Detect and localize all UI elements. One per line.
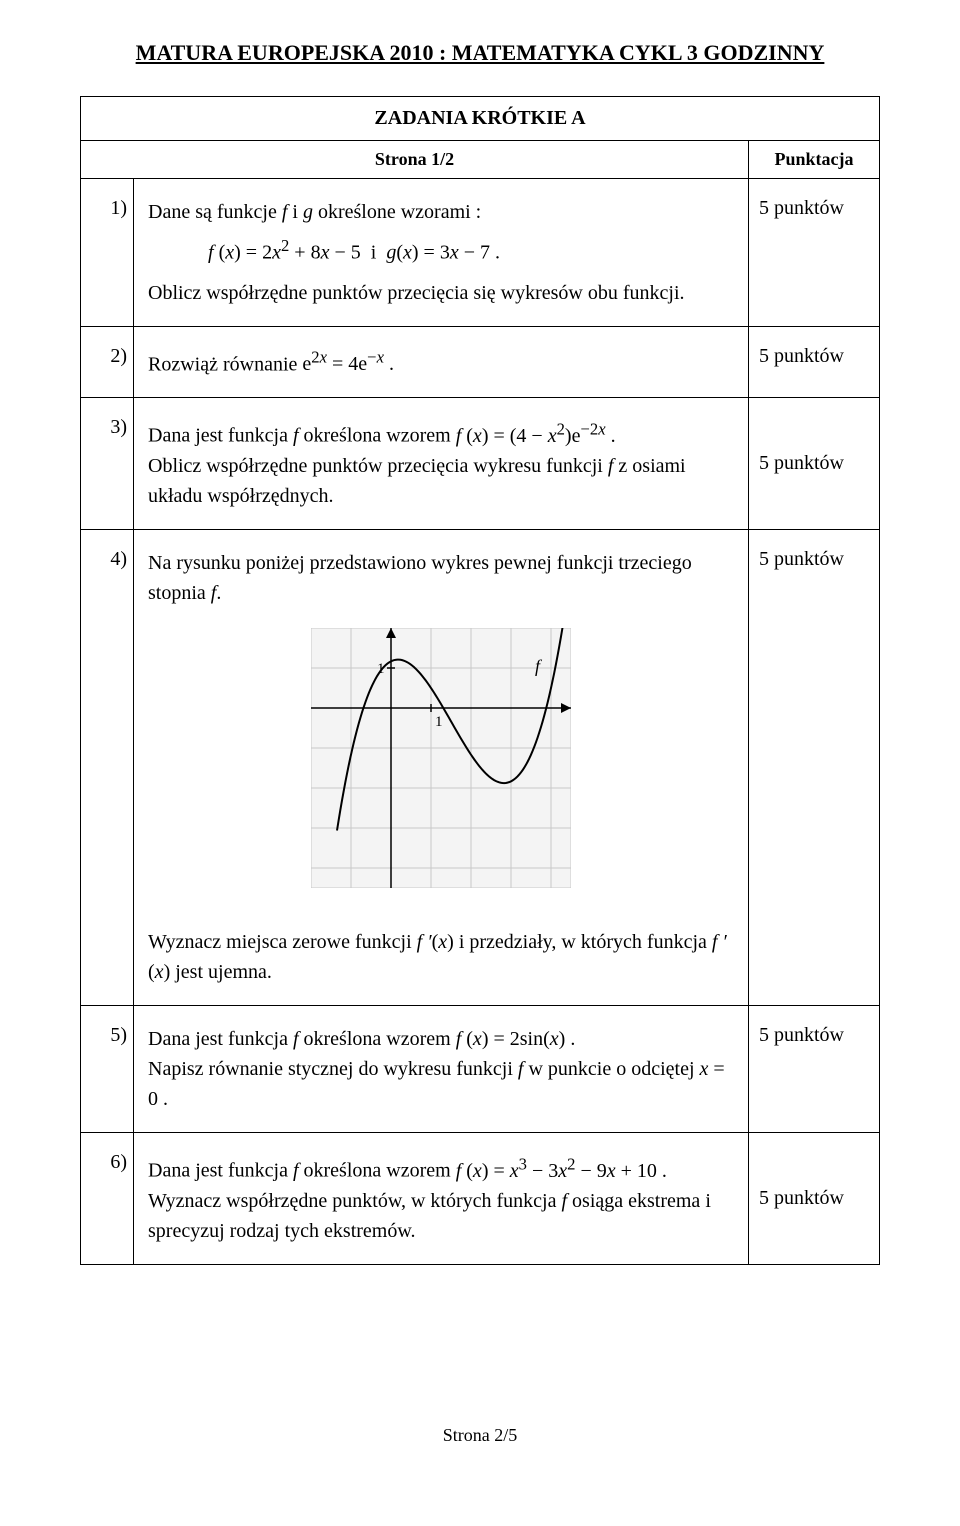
column-header-row: Strona 1/2 Punktacja (81, 141, 880, 179)
points-cell: 5 punktów (749, 1132, 880, 1264)
text: Na rysunku poniżej przedstawiono wykres … (148, 552, 692, 604)
points-cell: 5 punktów (749, 179, 880, 327)
formula-inline: f (x) = x3 − 3x2 − 9x + 10 . (456, 1160, 667, 1182)
question-body: Dana jest funkcja f określona wzorem f (… (134, 1132, 749, 1264)
question-body: Rozwiąż równanie e2x = 4e−x . (134, 326, 749, 398)
text: Dana jest funkcja (148, 425, 293, 447)
question-number: 5) (81, 1005, 134, 1132)
text: określona wzorem (299, 425, 456, 447)
text: Wyznacz miejsca zerowe funkcji (148, 931, 417, 953)
points-cell: 5 punktów (749, 398, 880, 530)
text: Dana jest funkcja (148, 1160, 293, 1182)
fprime: f ′ (712, 931, 727, 953)
text: i (287, 201, 303, 223)
points-cell: 5 punktów (749, 529, 880, 1005)
page-title: MATURA EUROPEJSKA 2010 : MATEMATYKA CYKL… (80, 40, 880, 66)
question-row-4: 4) Na rysunku poniżej przedstawiono wykr… (81, 529, 880, 1005)
question-number: 3) (81, 398, 134, 530)
text: Rozwiąż równanie (148, 353, 302, 375)
question-body: Na rysunku poniżej przedstawiono wykres … (134, 529, 749, 1005)
equation: e2x = 4e−x . (302, 353, 394, 375)
question-row-2: 2) Rozwiąż równanie e2x = 4e−x . 5 punkt… (81, 326, 880, 398)
question-number: 2) (81, 326, 134, 398)
text: Wyznacz współrzędne punktów, w których f… (148, 1190, 561, 1212)
page-footer: Strona 2/5 (80, 1425, 880, 1446)
text: . (216, 582, 221, 604)
text: określona wzorem (299, 1028, 456, 1050)
question-row-1: 1) Dane są funkcje f i g określone wzora… (81, 179, 880, 327)
formula: f (x) = 2x2 + 8x − 5 i g(x) = 3x − 7 . (208, 233, 734, 268)
section-header-row: ZADANIA KRÓTKIE A (81, 97, 880, 141)
text: Oblicz współrzędne punktów przecięcia wy… (148, 455, 608, 477)
text: jest ujemna. (170, 961, 272, 983)
section-header: ZADANIA KRÓTKIE A (81, 97, 880, 141)
question-row-6: 6) Dana jest funkcja f określona wzorem … (81, 1132, 880, 1264)
text: określone wzorami : (313, 201, 481, 223)
text: Oblicz współrzędne punktów przecięcia si… (148, 282, 685, 304)
fprime: f ′ (417, 931, 432, 953)
exam-table: ZADANIA KRÓTKIE A Strona 1/2 Punktacja 1… (80, 96, 880, 1265)
formula-inline: f (x) = (4 − x2)e−2x . (456, 425, 616, 447)
question-body: Dana jest funkcja f określona wzorem f (… (134, 398, 749, 530)
col-head-page: Strona 1/2 (81, 141, 749, 179)
points-cell: 5 punktów (749, 1005, 880, 1132)
question-number: 4) (81, 529, 134, 1005)
question-number: 1) (81, 179, 134, 327)
cubic-chart: 11f (311, 628, 571, 888)
text: określona wzorem (299, 1160, 456, 1182)
text: Dane są funkcje (148, 201, 282, 223)
col-head-points: Punktacja (749, 141, 880, 179)
var-g: g (303, 201, 313, 223)
question-row-5: 5) Dana jest funkcja f określona wzorem … (81, 1005, 880, 1132)
question-number: 6) (81, 1132, 134, 1264)
question-body: Dana jest funkcja f określona wzorem f (… (134, 1005, 749, 1132)
chart-wrap: 11f (148, 628, 734, 897)
question-body: Dane są funkcje f i g określone wzorami … (134, 179, 749, 327)
question-row-3: 3) Dana jest funkcja f określona wzorem … (81, 398, 880, 530)
text: Dana jest funkcja (148, 1028, 293, 1050)
page: MATURA EUROPEJSKA 2010 : MATEMATYKA CYKL… (0, 0, 960, 1486)
text: Napisz równanie stycznej do wykresu funk… (148, 1058, 518, 1080)
formula-inline: f (x) = 2sin(x) . (456, 1028, 576, 1050)
text: w punkcie o odciętej (523, 1058, 699, 1080)
svg-text:1: 1 (435, 714, 443, 730)
text: i przedziały, w których funkcja (454, 931, 712, 953)
points-cell: 5 punktów (749, 326, 880, 398)
